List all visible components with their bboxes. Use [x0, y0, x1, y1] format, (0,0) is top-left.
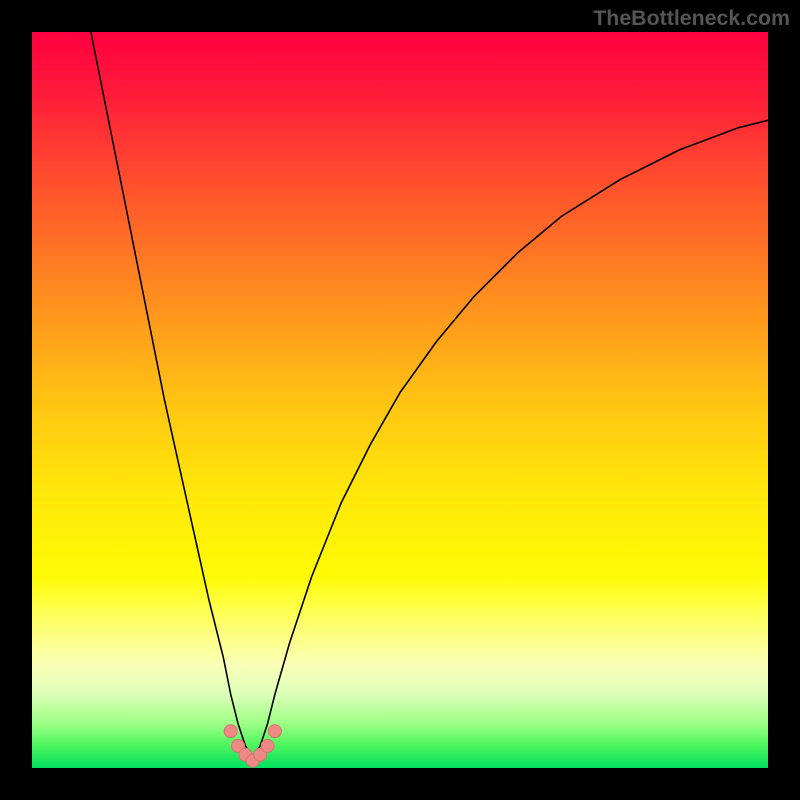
chart-svg: [0, 0, 800, 800]
plot-background: [32, 32, 768, 768]
chart-stage: TheBottleneck.com: [0, 0, 800, 800]
optimum-marker: [261, 739, 274, 752]
optimum-marker: [268, 725, 281, 738]
optimum-marker: [224, 725, 237, 738]
watermark-label: TheBottleneck.com: [593, 6, 790, 31]
